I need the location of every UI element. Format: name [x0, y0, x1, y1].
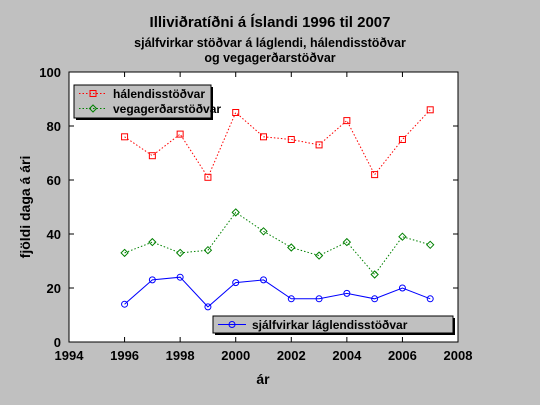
data-point: [121, 300, 129, 308]
data-point: [259, 227, 268, 236]
y-tick-label: 60: [47, 173, 61, 188]
x-tick-label: 1994: [55, 348, 85, 363]
data-point: [204, 173, 212, 181]
series-1: [120, 208, 435, 279]
x-tick-label: 1998: [166, 348, 195, 363]
chart-subtitle-line-2: og vegagerðarstöðvar: [204, 51, 336, 65]
data-point: [315, 295, 323, 303]
data-point: [204, 303, 212, 311]
data-point: [232, 279, 240, 287]
series-line: [124, 109, 431, 179]
series-0: [121, 106, 434, 181]
y-tick-label: 80: [47, 119, 61, 134]
data-point: [120, 248, 129, 258]
legend-box: [212, 315, 454, 334]
data-point: [343, 117, 351, 125]
legend-marker: [89, 90, 97, 97]
series-layer: [120, 106, 435, 311]
data-point: [371, 295, 379, 303]
data-point: [398, 284, 406, 292]
y-tick-label: 0: [54, 335, 61, 350]
data-point: [426, 240, 435, 250]
data-point: [121, 133, 129, 141]
y-axis-label: fjöldi daga á ári: [17, 156, 33, 259]
data-point: [175, 248, 185, 258]
data-point: [287, 243, 296, 252]
data-point: [426, 295, 434, 303]
series-line: [124, 276, 431, 308]
data-point: [176, 273, 184, 281]
data-point: [370, 270, 379, 279]
data-point: [203, 245, 213, 255]
data-point: [398, 232, 407, 241]
data-point: [426, 106, 434, 114]
y-tick-label: 40: [47, 227, 61, 242]
x-tick-label: 2002: [277, 348, 306, 363]
legend-marker: [88, 104, 98, 113]
data-point: [232, 109, 240, 116]
data-point: [176, 130, 184, 138]
axis-layer: 1994 1996 1998 2000 2002 2004 2006 2008 0 20 40 60 8…: [39, 65, 472, 363]
data-point: [148, 276, 156, 284]
data-point: [314, 251, 324, 260]
x-tick-label: 1996: [110, 348, 139, 363]
data-point: [315, 141, 323, 149]
legend-bottom-right: sjálfvirkar láglendisstöðvar: [212, 315, 455, 335]
y-tick-label: 20: [47, 281, 61, 296]
data-point: [287, 295, 295, 303]
chart-subtitle-line-1: sjálfvirkar stöðvar á láglendi, hálendis…: [134, 36, 406, 50]
legend-label: hálendisstöðvar: [113, 87, 205, 101]
data-point: [231, 208, 240, 217]
series-2: [121, 273, 434, 311]
chart-title: Illiviðratíðni á Íslandi 1996 til 2007: [149, 14, 391, 31]
x-tick-label: 2000: [221, 348, 250, 363]
x-tick-label: 2004: [332, 348, 362, 363]
data-point: [148, 152, 156, 160]
data-point: [260, 133, 267, 141]
y-tick-label: 100: [39, 65, 61, 80]
legend-label: vegagerðarstöðvar: [113, 102, 221, 116]
data-point: [148, 237, 157, 247]
data-point: [343, 289, 351, 297]
data-point: [260, 276, 267, 284]
x-axis-label: ár: [256, 371, 270, 387]
data-point: [398, 136, 406, 143]
data-point: [342, 237, 352, 247]
legend-box: [73, 84, 212, 119]
x-tick-label: 2006: [388, 348, 417, 363]
x-tick-label: 2008: [444, 348, 473, 363]
data-point: [287, 136, 295, 143]
legend-label: sjálfvirkar láglendisstöðvar: [252, 318, 408, 332]
legend-marker: [228, 321, 236, 328]
data-point: [371, 171, 379, 179]
